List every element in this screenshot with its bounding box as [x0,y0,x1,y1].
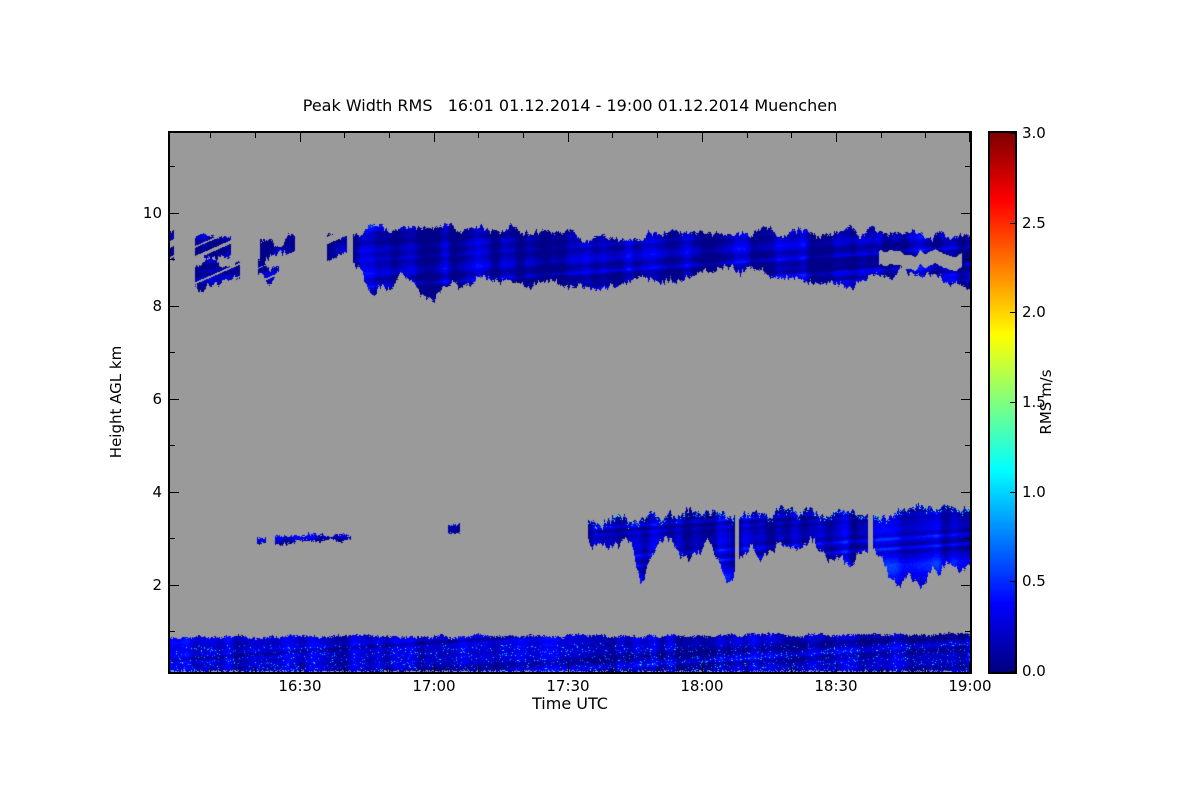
colorbar-tick [1010,581,1015,582]
colorbar-tick-label: 3.0 [1022,124,1046,142]
y-minor-tick [170,352,175,353]
y-tick [961,492,970,493]
y-minor-tick [170,538,175,539]
x-minor-tick [344,667,345,672]
y-minor-tick [965,352,970,353]
heatmap-canvas [170,133,970,672]
x-minor-tick [523,133,524,138]
x-tick-label: 16:30 [278,677,322,695]
x-minor-tick [747,133,748,138]
x-tick [969,663,970,672]
plot-area [168,131,972,674]
y-minor-tick [170,445,175,446]
x-tick [300,133,301,142]
y-tick [961,585,970,586]
colorbar-tick [1010,133,1015,134]
x-tick [434,133,435,142]
x-minor-tick [389,667,390,672]
x-minor-tick [389,133,390,138]
x-tick [434,663,435,672]
x-tick [836,663,837,672]
x-minor-tick [478,667,479,672]
y-tick [170,213,179,214]
y-tick [170,306,179,307]
x-tick [568,133,569,142]
colorbar-tick-label: 1.5 [1022,393,1046,411]
x-tick [836,133,837,142]
x-tick-label: 17:00 [412,677,456,695]
y-tick [170,399,179,400]
x-minor-tick [747,667,748,672]
x-minor-tick [344,133,345,138]
y-minor-tick [170,259,175,260]
x-minor-tick [881,667,882,672]
x-tick [702,133,703,142]
y-tick-label: 6 [152,390,162,408]
y-tick [961,213,970,214]
y-tick [961,306,970,307]
y-minor-tick [965,259,970,260]
x-minor-tick [210,667,211,672]
x-tick [568,663,569,672]
y-tick [961,399,970,400]
x-tick [702,663,703,672]
colorbar-tick [1010,492,1015,493]
colorbar-tick-label: 2.5 [1022,214,1046,232]
x-axis-label: Time UTC [532,694,608,713]
colorbar-tick [1010,402,1015,403]
y-minor-tick [170,166,175,167]
x-minor-tick [657,667,658,672]
colorbar-tick [1010,223,1015,224]
x-minor-tick [657,133,658,138]
colorbar-tick-label: 0.0 [1022,662,1046,680]
x-minor-tick [881,133,882,138]
colorbar-tick-label: 0.5 [1022,572,1046,590]
x-tick [300,663,301,672]
y-tick-label: 10 [142,204,162,222]
chart-title: Peak Width RMS 16:01 01.12.2014 - 19:00 … [302,96,838,115]
y-minor-tick [965,538,970,539]
y-tick [170,585,179,586]
y-minor-tick [170,631,175,632]
x-minor-tick [925,667,926,672]
x-minor-tick [925,133,926,138]
x-minor-tick [791,667,792,672]
x-minor-tick [255,133,256,138]
y-tick-label: 2 [152,576,162,594]
x-tick-label: 17:30 [546,677,590,695]
x-tick-label: 18:30 [814,677,858,695]
x-minor-tick [523,667,524,672]
colorbar-tick [1010,671,1015,672]
x-tick-label: 18:00 [680,677,724,695]
y-tick [170,492,179,493]
x-minor-tick [210,133,211,138]
x-minor-tick [478,133,479,138]
x-minor-tick [612,667,613,672]
colorbar-tick-label: 2.0 [1022,303,1046,321]
x-minor-tick [255,667,256,672]
y-tick-label: 8 [152,297,162,315]
y-tick-label: 4 [152,483,162,501]
x-minor-tick [612,133,613,138]
x-tick-label: 19:00 [948,677,992,695]
colorbar-tick-label: 1.0 [1022,483,1046,501]
y-minor-tick [965,631,970,632]
x-tick [969,133,970,142]
colorbar [988,131,1017,674]
x-minor-tick [791,133,792,138]
y-minor-tick [965,166,970,167]
y-minor-tick [965,445,970,446]
colorbar-tick [1010,312,1015,313]
